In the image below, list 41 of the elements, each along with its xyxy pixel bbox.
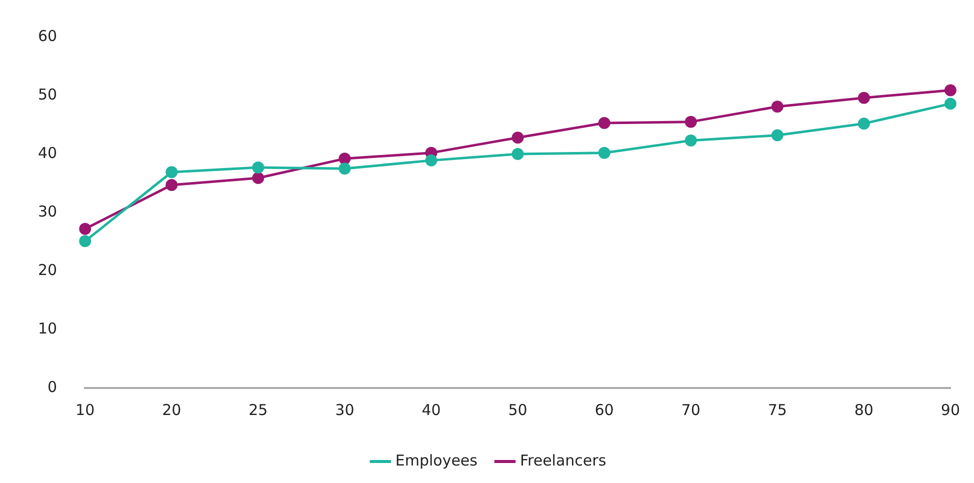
point [684,116,697,128]
y-tick-label: 60 [38,26,58,45]
x-tick-label: 60 [594,400,614,419]
x-tick-label: 50 [508,400,528,419]
point [79,222,92,235]
point [252,172,264,184]
y-tick-label: 10 [38,319,58,338]
legend-label: Employees [395,451,478,470]
x-tick-label: 80 [854,400,874,419]
legend-label: Freelancers [520,451,606,470]
point [338,162,351,175]
point [166,179,178,192]
point [944,98,956,110]
x-tick-label: 40 [422,400,441,419]
point [944,84,956,96]
y-tick-label: 50 [38,85,58,104]
point [684,134,697,147]
point [512,132,524,144]
point [338,152,351,165]
point [512,148,524,160]
point [79,235,92,248]
x-tick-label: 30 [335,400,354,419]
y-tick-label: 30 [38,202,58,220]
x-tick-label: 20 [162,400,182,419]
point [598,116,610,129]
point [858,118,870,130]
point [425,154,438,166]
y-tick-label: 20 [38,260,58,279]
x-tick-label: 90 [940,400,960,419]
point [771,129,784,142]
x-tick-label: 75 [768,400,787,419]
x-tick-label: 25 [248,400,268,419]
point [598,146,610,159]
x-tick-label: 70 [681,400,700,419]
point [166,166,178,178]
point [771,100,784,113]
x-tick-label: 10 [76,400,95,419]
y-tick-label: 40 [38,144,58,162]
y-tick-label: 0 [48,378,58,396]
point [252,161,264,174]
point [858,92,870,104]
